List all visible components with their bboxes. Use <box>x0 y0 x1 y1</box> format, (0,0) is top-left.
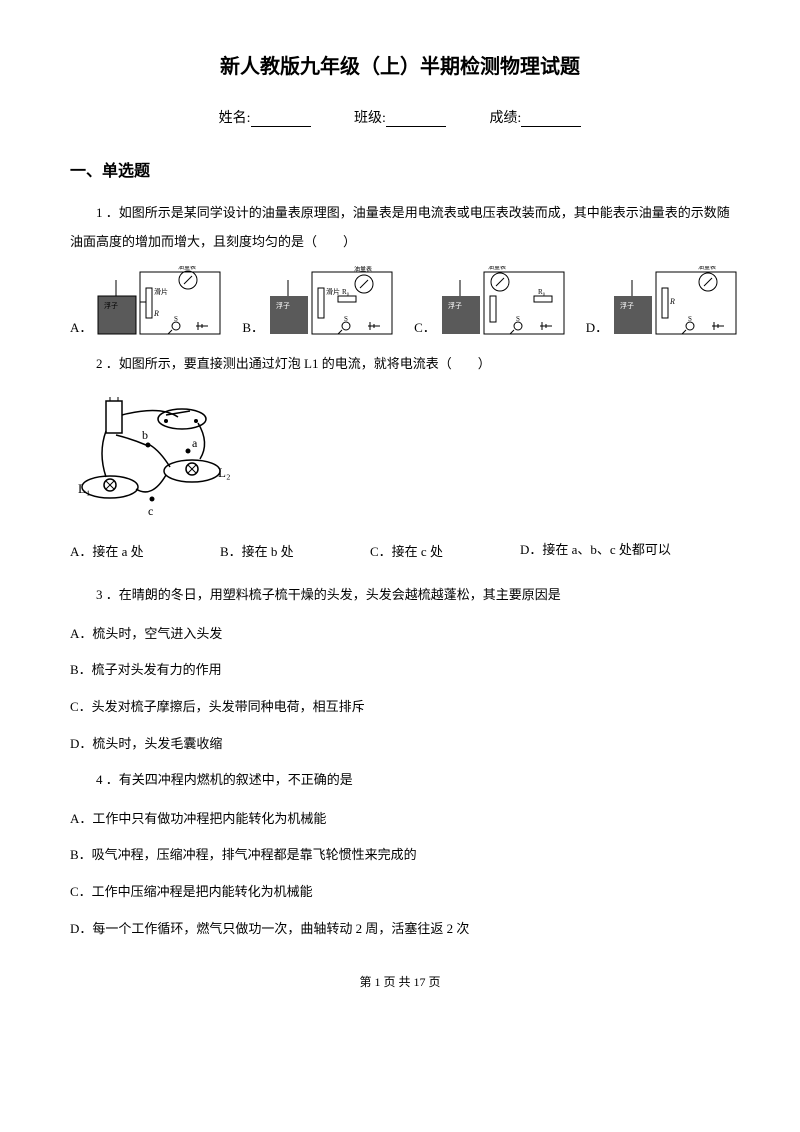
q1-circuit-c: 浮子 油量表 R₀ S <box>440 266 568 336</box>
svg-text:滑片: 滑片 <box>154 287 168 296</box>
svg-text:a: a <box>192 436 198 450</box>
q2-circuit-diagram: L₁ L₂ b a c <box>70 395 240 525</box>
svg-text:油量表: 油量表 <box>178 266 196 271</box>
q4-option-b: B．吸气冲程，压缩冲程，排气冲程都是靠飞轮惯性来完成的 <box>70 841 730 870</box>
q4-option-a: A．工作中只有做功冲程把内能转化为机械能 <box>70 805 730 834</box>
q3-text: 3 ．在晴朗的冬日，用塑料梳子梳干燥的头发，头发会越梳越蓬松，其主要原因是 <box>70 581 730 610</box>
q1-b-label: B． <box>242 317 264 336</box>
name-label: 姓名: <box>219 111 251 126</box>
student-info-row: 姓名: 班级: 成绩: <box>70 107 730 127</box>
q1-c-label: C． <box>414 317 436 336</box>
q1-option-a: A． 浮子 油量表 滑片 R S <box>70 266 224 336</box>
svg-text:浮子: 浮子 <box>276 301 290 310</box>
svg-text:L₁: L₁ <box>78 481 90 496</box>
svg-text:R₀: R₀ <box>538 288 546 296</box>
q1-a-label: A． <box>70 317 92 336</box>
footer-total: 17 <box>414 975 426 989</box>
svg-text:S: S <box>344 315 348 323</box>
footer-suffix: 页 <box>426 975 441 989</box>
q3-option-a: A．梳头时，空气进入头发 <box>70 620 730 649</box>
svg-text:S: S <box>516 315 520 323</box>
footer-middle: 页 共 <box>380 975 413 989</box>
exam-title: 新人教版九年级（上）半期检测物理试题 <box>70 50 730 79</box>
section-single-choice: 一、单选题 <box>70 157 730 181</box>
q4-option-c: C．工作中压缩冲程是把内能转化为机械能 <box>70 878 730 907</box>
q1-circuit-d: 浮子 油量表 R S <box>612 266 740 336</box>
q2-option-d: D．接在 a、b、c 处都可以 <box>520 540 690 563</box>
q1-circuit-b: 浮子 油量表 滑片 R₀ S <box>268 266 396 336</box>
class-label: 班级: <box>354 111 386 126</box>
exam-page: 新人教版九年级（上）半期检测物理试题 姓名: 班级: 成绩: 一、单选题 1 ．… <box>0 0 800 1020</box>
q4-option-d: D．每一个工作循环，燃气只做功一次，曲轴转动 2 周，活塞往返 2 次 <box>70 915 730 944</box>
svg-text:浮子: 浮子 <box>620 301 634 310</box>
svg-text:浮子: 浮子 <box>448 301 462 310</box>
name-blank <box>251 126 311 127</box>
svg-text:滑片: 滑片 <box>326 287 340 296</box>
q2-text: 2 ．如图所示，要直接测出通过灯泡 L1 的电流，就将电流表（ ） <box>70 350 730 379</box>
class-blank <box>386 126 446 127</box>
svg-text:R: R <box>153 309 159 318</box>
footer-prefix: 第 <box>359 975 374 989</box>
q2-option-c: C．接在 c 处 <box>370 540 520 563</box>
svg-text:R₀: R₀ <box>342 288 350 296</box>
q1-circuit-a: 浮子 油量表 滑片 R S <box>96 266 224 336</box>
svg-text:b: b <box>142 428 148 442</box>
q1-d-label: D． <box>586 317 608 336</box>
score-label: 成绩: <box>489 111 521 126</box>
svg-text:S: S <box>688 315 692 323</box>
q3-option-b: B．梳子对头发有力的作用 <box>70 656 730 685</box>
q1-option-c: C． 浮子 油量表 R₀ S <box>414 266 568 336</box>
q1-options: A． 浮子 油量表 滑片 R S <box>70 266 730 336</box>
q2-option-a: A．接在 a 处 <box>70 540 220 563</box>
q1-option-b: B． 浮子 油量表 滑片 R₀ S <box>242 266 396 336</box>
svg-text:油量表: 油量表 <box>354 266 372 273</box>
svg-text:c: c <box>148 504 153 518</box>
q2-options: A．接在 a 处 B．接在 b 处 C．接在 c 处 D．接在 a、b、c 处都… <box>70 540 730 563</box>
q1-text: 1 ．如图所示是某同学设计的油量表原理图，油量表是用电流表或电压表改装而成，其中… <box>70 199 730 256</box>
q3-option-c: C．头发对梳子摩擦后，头发带同种电荷，相互排斥 <box>70 693 730 722</box>
svg-text:R: R <box>669 297 675 306</box>
svg-text:S: S <box>174 315 178 323</box>
page-footer: 第 1 页 共 17 页 <box>70 973 730 990</box>
svg-text:L₂: L₂ <box>218 465 230 480</box>
svg-text:油量表: 油量表 <box>488 266 506 271</box>
q3-option-d: D．梳头时，头发毛囊收缩 <box>70 730 730 759</box>
svg-text:油量表: 油量表 <box>698 266 716 271</box>
q1-option-d: D． 浮子 油量表 R S <box>586 266 740 336</box>
svg-text:浮子: 浮子 <box>104 301 118 310</box>
score-blank <box>521 126 581 127</box>
q4-text: 4 ．有关四冲程内燃机的叙述中，不正确的是 <box>70 766 730 795</box>
q2-option-b: B．接在 b 处 <box>220 540 370 563</box>
